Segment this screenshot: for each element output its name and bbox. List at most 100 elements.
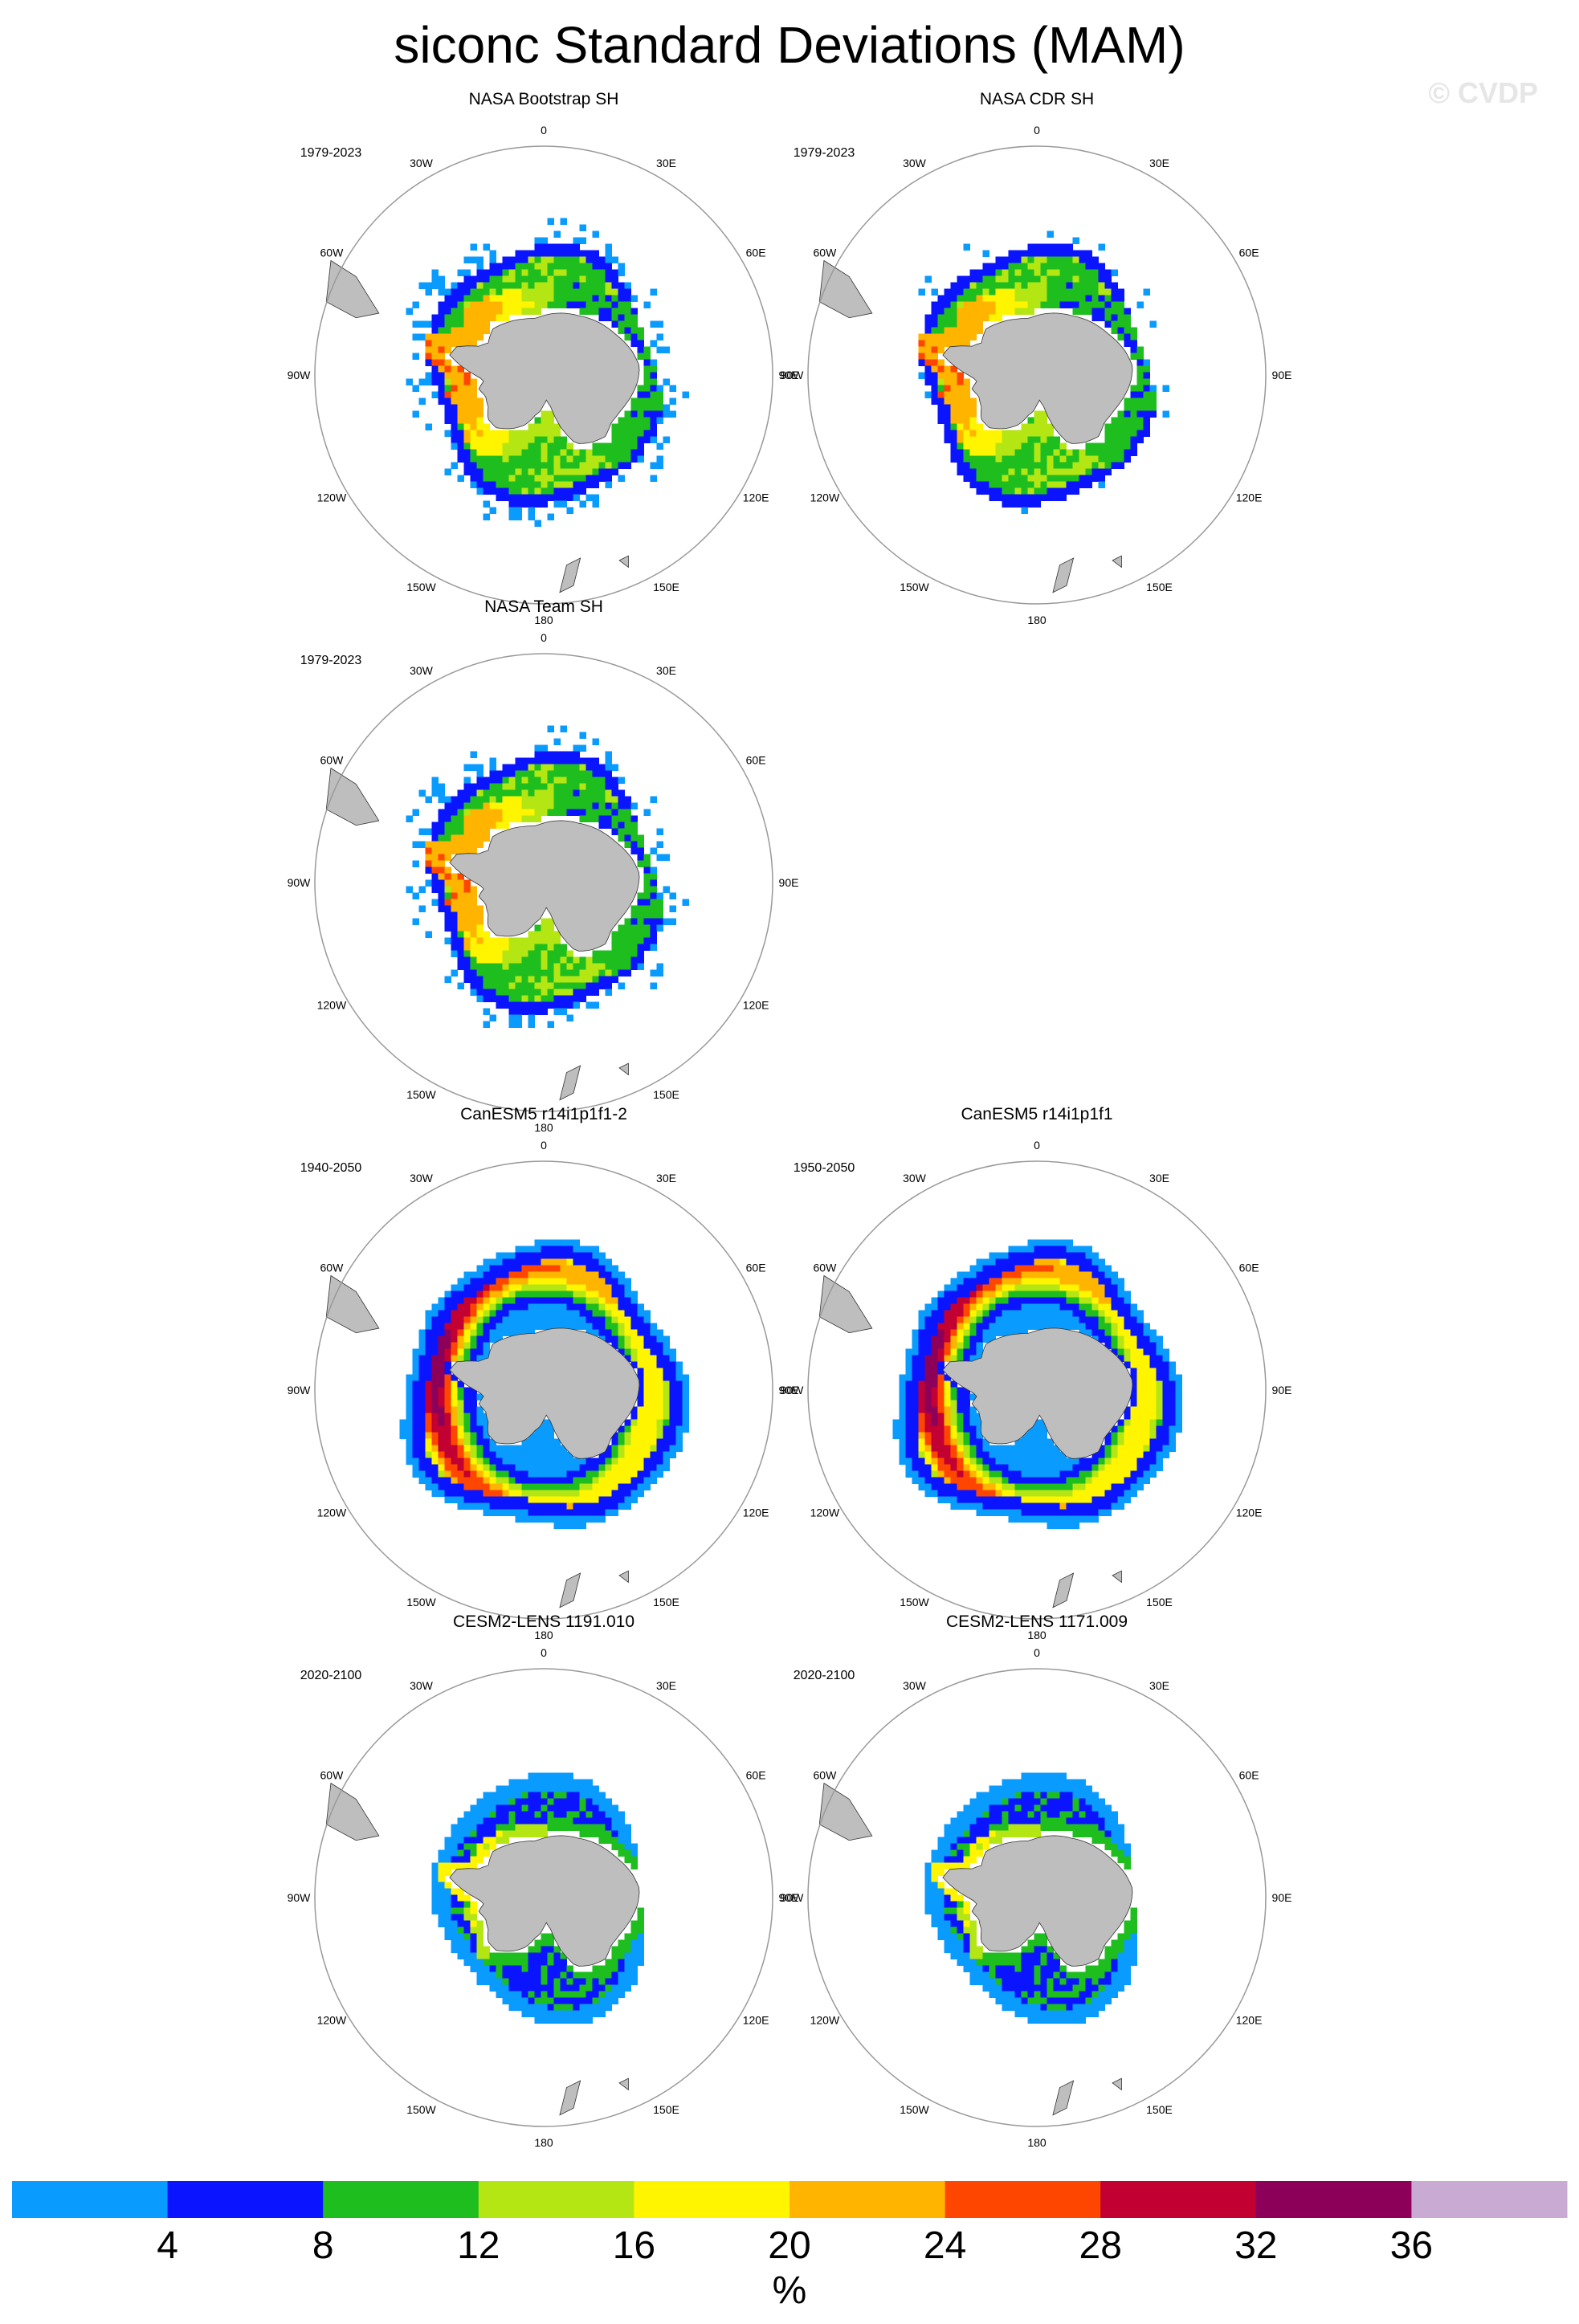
colorbar-tick-label: 20 — [768, 2224, 810, 2267]
lon-label: 30E — [1149, 1172, 1169, 1184]
colorbar-tick-label: 12 — [457, 2224, 500, 2267]
ice-field — [406, 218, 689, 527]
lon-label: 90E — [1272, 1891, 1292, 1904]
south-america-land — [325, 1782, 380, 1841]
lon-label: 120W — [317, 491, 347, 504]
south-america-land — [325, 259, 380, 319]
panel-years: 1940-2050 — [300, 1161, 362, 1175]
south-america-land — [325, 1274, 380, 1334]
lon-label: 30W — [903, 157, 927, 169]
lon-label: 150E — [1146, 2103, 1173, 2116]
lon-label: 0 — [1034, 1139, 1040, 1152]
tasmania-land — [1112, 2077, 1122, 2091]
lon-label: 90W — [288, 1384, 312, 1396]
south-america-land — [818, 259, 873, 319]
ice-field — [924, 1772, 1137, 2024]
lon-label: 150E — [653, 581, 679, 593]
lon-label: 60E — [746, 754, 766, 767]
south-america-land — [818, 1782, 873, 1841]
colorbar-tick-label: 16 — [613, 2224, 655, 2267]
antarctica-land — [942, 1327, 1133, 1459]
panel-years: 1979-2023 — [794, 146, 855, 160]
colorbar-swatch — [945, 2181, 1101, 2218]
lon-label: 60E — [1239, 247, 1259, 259]
watermark: © CVDP — [1428, 76, 1538, 109]
lon-label: 120W — [810, 1507, 840, 1519]
lon-label: 120W — [317, 2014, 347, 2027]
lon-label: 60E — [746, 247, 766, 259]
map-panel: CanESM5 r14i1p1f1-2 1940-2050 0 30E 60E 90E 12… — [288, 1105, 799, 1641]
new-zealand-land — [559, 557, 581, 593]
lon-label: 90W — [288, 876, 312, 889]
colorbar-tick-label: 36 — [1390, 2224, 1433, 2267]
lon-label: 180 — [1027, 614, 1047, 626]
new-zealand-land — [1052, 557, 1075, 593]
map-panel: CESM2-LENS 1191.010 2020-2100 0 30E 60E 90E 12… — [288, 1613, 799, 2149]
lon-label: 120E — [743, 2014, 769, 2027]
panel-title: CESM2-LENS 1191.010 — [453, 1613, 634, 1631]
lon-label: 0 — [541, 124, 547, 137]
lon-label: 60W — [320, 754, 345, 767]
colorbar-tick-label: 4 — [157, 2224, 178, 2267]
panel-title: NASA Bootstrap SH — [469, 90, 619, 108]
lon-label: 30E — [1149, 1679, 1169, 1692]
tasmania-land — [618, 555, 629, 569]
map-panel: CanESM5 r14i1p1f1 1950-2050 0 30E 60E 90E 120E… — [781, 1105, 1292, 1641]
panel-years: 2020-2100 — [794, 1669, 855, 1682]
lon-label: 30W — [410, 1679, 434, 1692]
lon-label: 180 — [1027, 1629, 1047, 1641]
lon-label: 90W — [781, 1891, 805, 1904]
antarctica-land — [449, 1327, 640, 1459]
lon-label: 120W — [317, 1507, 347, 1519]
lon-label: 150E — [653, 1596, 679, 1608]
lon-label: 90W — [781, 1384, 805, 1396]
antarctica-land — [449, 1835, 640, 1967]
lon-label: 30W — [410, 157, 434, 169]
lon-label: 150E — [1146, 1596, 1173, 1608]
new-zealand-land — [559, 2080, 581, 2116]
lon-label: 0 — [541, 631, 547, 644]
panels: NASA Bootstrap SH 1979-2023 0 30E 60E 90E 120E… — [288, 90, 1292, 2149]
tasmania-land — [618, 2077, 629, 2091]
ice-field — [406, 725, 689, 1028]
lon-label: 180 — [534, 2136, 553, 2149]
lon-label: 30W — [903, 1679, 927, 1692]
colorbar-swatch — [1255, 2181, 1412, 2218]
map-boundary — [314, 145, 773, 605]
lon-label: 60W — [814, 247, 838, 259]
lon-label: 120W — [810, 2014, 840, 2027]
colorbar-units-label: % — [773, 2269, 807, 2312]
lon-label: 150E — [1146, 581, 1173, 593]
colorbar-swatch — [790, 2181, 946, 2218]
panel-title: CanESM5 r14i1p1f1 — [961, 1105, 1112, 1123]
lon-label: 30W — [903, 1172, 927, 1184]
lon-label: 0 — [541, 1646, 547, 1659]
lon-label: 30E — [1149, 157, 1169, 169]
panel-title: CanESM5 r14i1p1f1-2 — [460, 1105, 627, 1123]
lon-label: 0 — [541, 1139, 547, 1152]
lon-label: 30E — [656, 1679, 676, 1692]
lon-label: 60W — [320, 1262, 345, 1274]
lon-label: 120E — [743, 999, 769, 1012]
ice-field — [399, 1239, 689, 1529]
lon-label: 120E — [1236, 491, 1263, 504]
lon-label: 150W — [406, 2103, 436, 2116]
lon-label: 120W — [810, 491, 840, 504]
lon-label: 90E — [779, 876, 799, 889]
lon-label: 120E — [743, 1507, 769, 1519]
lon-label: 150W — [900, 2103, 929, 2116]
map-panel: NASA Team SH 1979-2023 0 30E 60E 90E 120E 150E 1… — [288, 597, 799, 1134]
panel-title: NASA CDR SH — [980, 90, 1094, 108]
colorbar-tick-label: 32 — [1234, 2224, 1277, 2267]
lon-label: 30W — [410, 664, 434, 677]
panel-years: 1979-2023 — [300, 146, 362, 160]
new-zealand-land — [559, 1065, 581, 1101]
lon-label: 0 — [1034, 124, 1040, 137]
new-zealand-land — [1052, 1572, 1075, 1608]
ice-field — [918, 230, 1169, 514]
south-america-land — [325, 767, 380, 826]
lon-label: 90E — [779, 1384, 799, 1396]
lon-label: 120E — [743, 491, 769, 504]
lon-label: 150E — [653, 1088, 679, 1101]
